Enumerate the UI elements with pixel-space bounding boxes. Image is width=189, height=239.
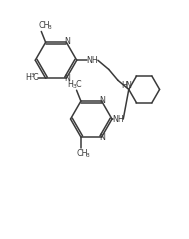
Text: H: H bbox=[68, 80, 74, 89]
Text: N: N bbox=[64, 37, 70, 46]
Text: 3: 3 bbox=[48, 25, 52, 30]
Text: H: H bbox=[25, 73, 31, 82]
Text: 3: 3 bbox=[30, 73, 34, 78]
Text: N: N bbox=[100, 96, 105, 105]
Text: N: N bbox=[100, 133, 105, 142]
Text: CH: CH bbox=[38, 22, 50, 30]
Text: NH: NH bbox=[87, 56, 98, 65]
Text: CH: CH bbox=[76, 149, 88, 158]
Text: C: C bbox=[75, 80, 81, 89]
Text: N: N bbox=[126, 81, 132, 90]
Text: 3: 3 bbox=[73, 84, 77, 89]
Text: 3: 3 bbox=[85, 153, 89, 158]
Text: C: C bbox=[33, 73, 39, 82]
Text: H: H bbox=[122, 81, 127, 90]
Text: N: N bbox=[64, 74, 70, 83]
Text: NH: NH bbox=[112, 114, 124, 124]
